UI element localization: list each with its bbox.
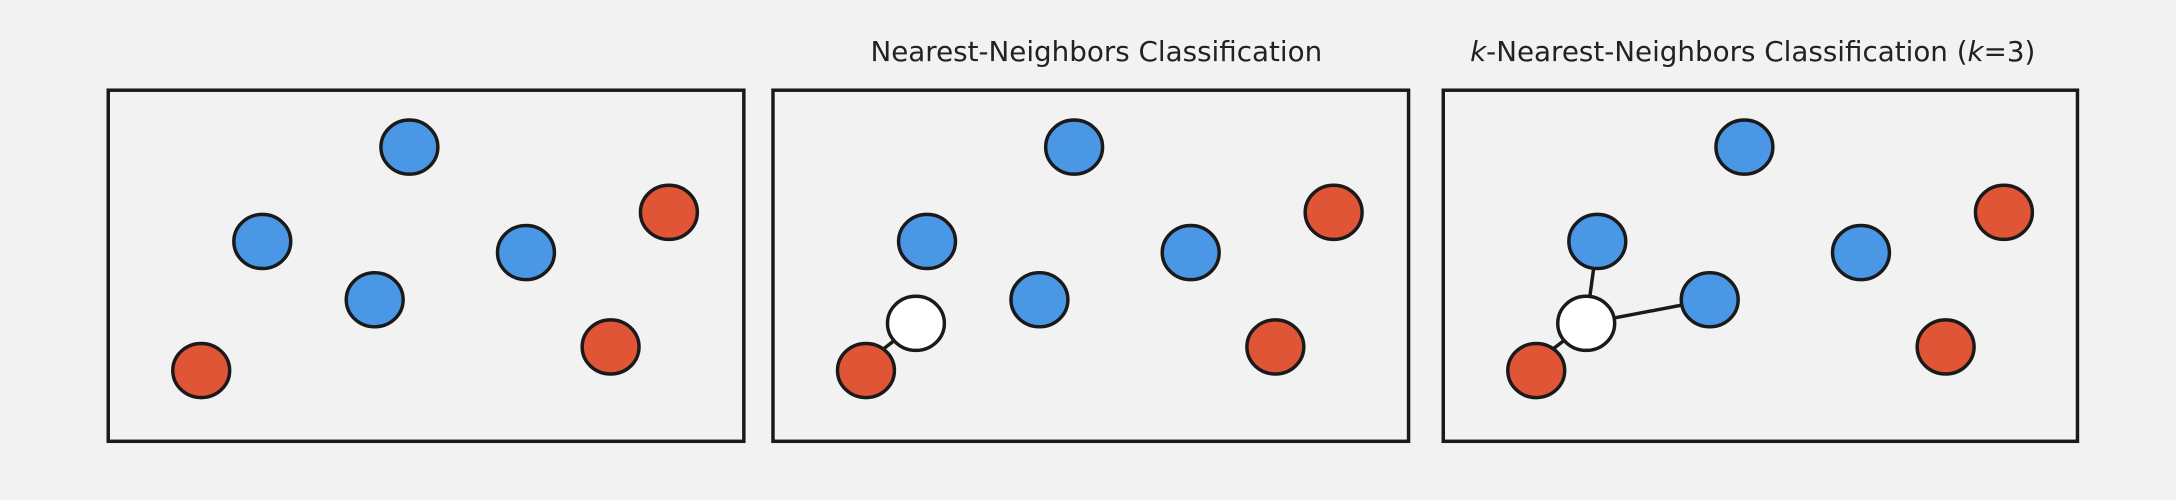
panel-1	[106, 88, 746, 444]
title-segment: k	[1968, 35, 1985, 68]
panel-frame	[771, 88, 1411, 444]
query-point	[1556, 294, 1617, 353]
title-segment: =3)	[1984, 35, 2036, 68]
panel-title: k-Nearest-Neighbors Classification (k=3)	[1470, 35, 2035, 68]
title-segment: -Nearest-Neighbors Classification (	[1486, 35, 1967, 68]
title-segment: k	[1470, 35, 1487, 68]
panel-frame	[106, 88, 746, 444]
title-segment: Nearest-Neighbors Classification	[870, 35, 1322, 68]
query-point	[885, 294, 947, 353]
panel-2: Nearest-Neighbors Classification	[771, 35, 1411, 444]
panel-frame	[1441, 88, 2080, 444]
panel-title: Nearest-Neighbors Classification	[870, 35, 1322, 68]
panel-3: k-Nearest-Neighbors Classification (k=3)	[1441, 35, 2080, 444]
